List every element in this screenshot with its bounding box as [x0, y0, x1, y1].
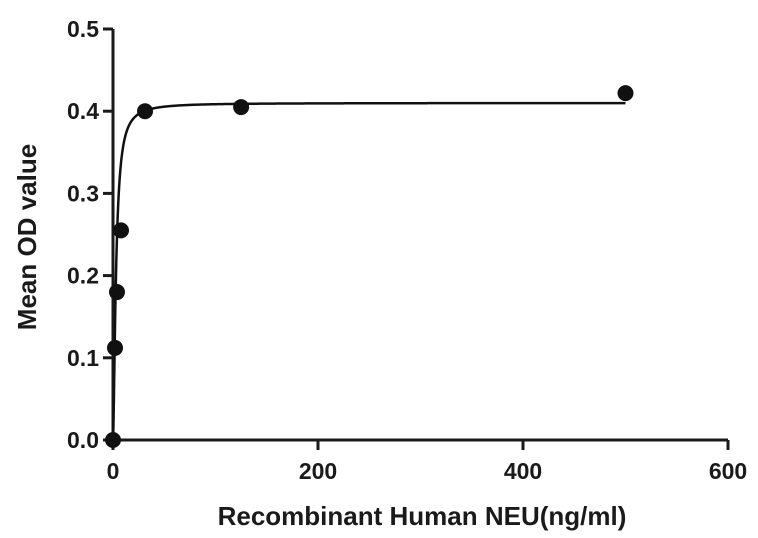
- y-tick-label: 0.2: [67, 263, 99, 289]
- x-tick-label: 200: [299, 458, 337, 484]
- data-points: [105, 85, 634, 448]
- y-axis-title: Mean OD value: [12, 144, 42, 330]
- axis-labels: 0.0 0.1 0.2 0.3 0.4 0.5 0 200 400 600: [67, 16, 747, 484]
- fit-curve: [111, 101, 626, 441]
- x-tick-label: 600: [709, 458, 747, 484]
- data-point: [106, 339, 123, 356]
- data-point: [137, 103, 154, 120]
- y-tick-label: 0.3: [67, 180, 99, 206]
- data-point: [105, 432, 121, 448]
- data-point: [112, 222, 129, 239]
- y-tick-label: 0.1: [67, 345, 99, 371]
- y-tick-label: 0.0: [67, 427, 99, 453]
- fit-curve-layer: [111, 101, 626, 441]
- x-tick-label: 400: [504, 458, 542, 484]
- y-tick-label: 0.5: [67, 16, 99, 42]
- data-point: [233, 99, 250, 116]
- x-tick-label: 0: [107, 458, 120, 484]
- y-tick-label: 0.4: [67, 98, 99, 124]
- axes: [103, 27, 730, 450]
- x-axis-title: Recombinant Human NEU(ng/ml): [218, 501, 627, 531]
- data-point: [617, 85, 634, 102]
- data-point: [108, 284, 125, 301]
